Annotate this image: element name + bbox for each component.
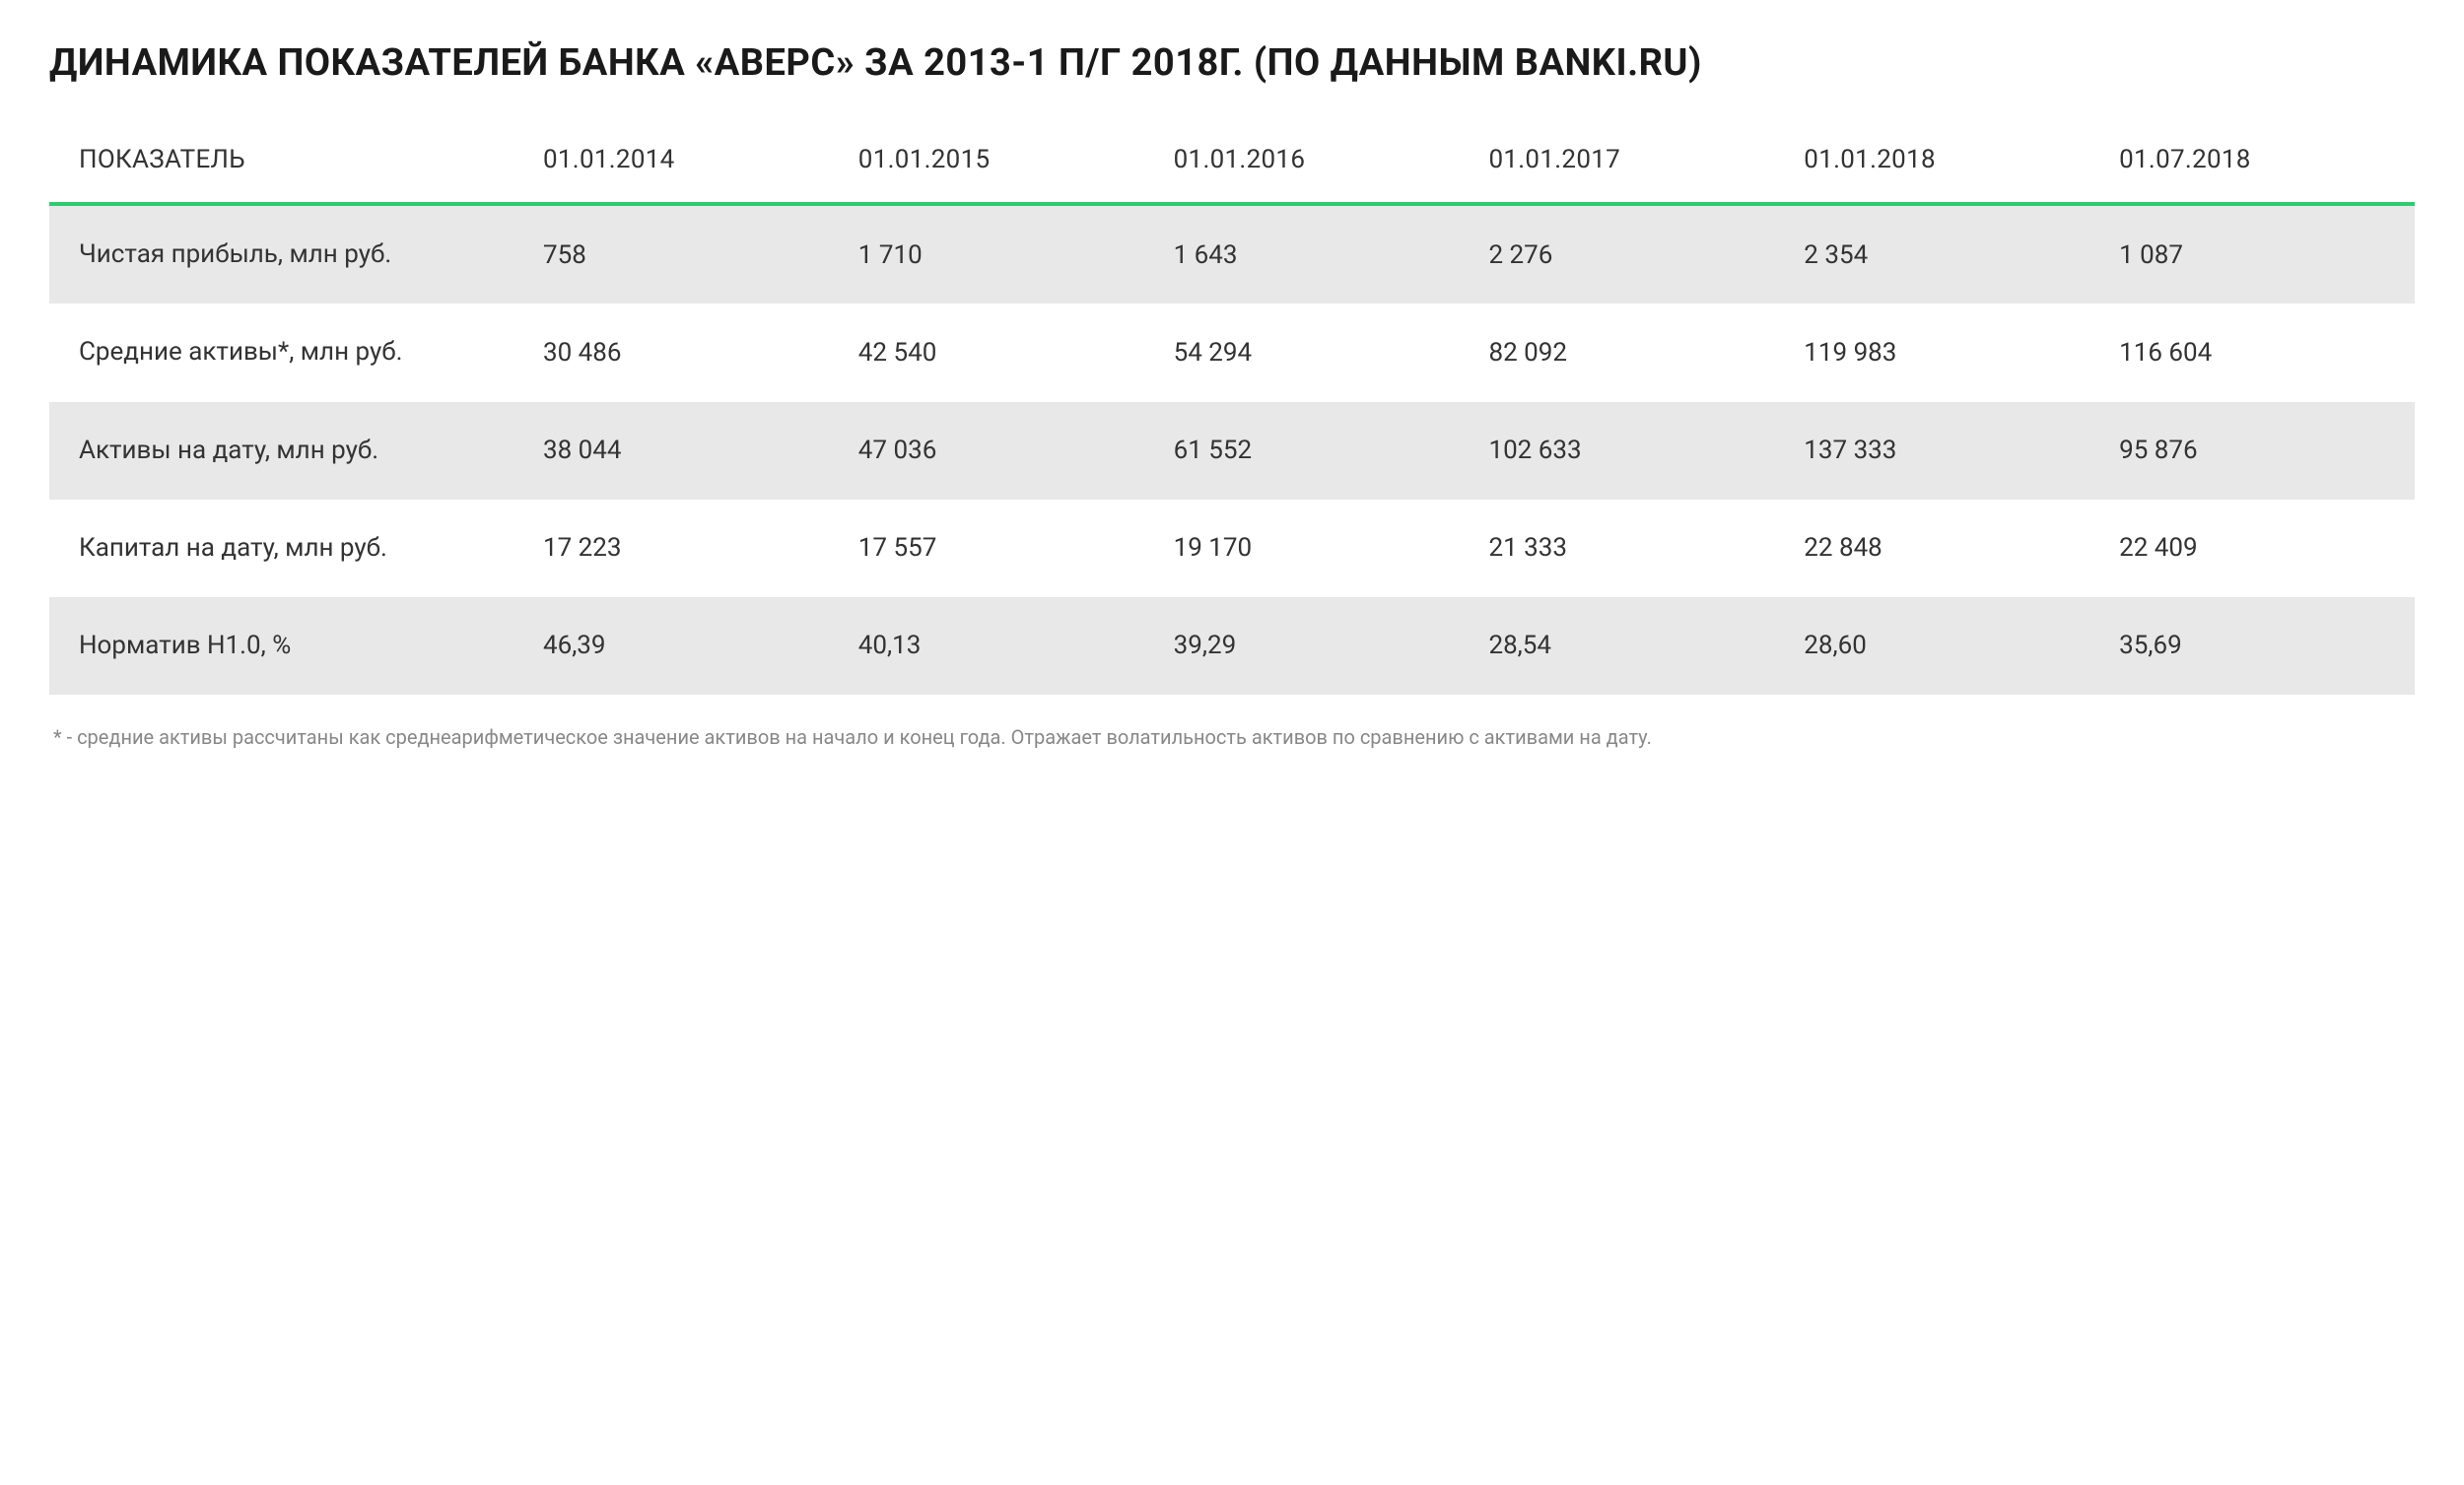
cell-value: 116 604 xyxy=(2099,304,2415,401)
cell-value: 1 710 xyxy=(839,204,1154,304)
cell-value: 137 333 xyxy=(1784,402,2099,500)
column-header-date: 01.01.2014 xyxy=(523,127,839,204)
row-label: Чистая прибыль, млн руб. xyxy=(49,204,523,304)
cell-value: 119 983 xyxy=(1784,304,2099,401)
cell-value: 1 643 xyxy=(1154,204,1470,304)
column-header-date: 01.01.2015 xyxy=(839,127,1154,204)
row-label: Активы на дату, млн руб. xyxy=(49,402,523,500)
cell-value: 22 409 xyxy=(2099,500,2415,597)
cell-value: 54 294 xyxy=(1154,304,1470,401)
column-header-date: 01.07.2018 xyxy=(2099,127,2415,204)
cell-value: 95 876 xyxy=(2099,402,2415,500)
cell-value: 28,60 xyxy=(1784,597,2099,695)
table-row: Капитал на дату, млн руб. 17 223 17 557 … xyxy=(49,500,2415,597)
financial-table: ПОКАЗАТЕЛЬ 01.01.2014 01.01.2015 01.01.2… xyxy=(49,127,2415,694)
column-header-date: 01.01.2016 xyxy=(1154,127,1470,204)
cell-value: 39,29 xyxy=(1154,597,1470,695)
cell-value: 42 540 xyxy=(839,304,1154,401)
table-row: Активы на дату, млн руб. 38 044 47 036 6… xyxy=(49,402,2415,500)
cell-value: 22 848 xyxy=(1784,500,2099,597)
cell-value: 35,69 xyxy=(2099,597,2415,695)
cell-value: 17 223 xyxy=(523,500,839,597)
cell-value: 19 170 xyxy=(1154,500,1470,597)
row-label: Норматив Н1.0, % xyxy=(49,597,523,695)
table-row: Средние активы*, млн руб. 30 486 42 540 … xyxy=(49,304,2415,401)
cell-value: 82 092 xyxy=(1469,304,1784,401)
row-label: Капитал на дату, млн руб. xyxy=(49,500,523,597)
page-title: ДИНАМИКА ПОКАЗАТЕЛЕЙ БАНКА «АВЕРС» ЗА 20… xyxy=(49,39,2415,88)
cell-value: 47 036 xyxy=(839,402,1154,500)
column-header-indicator: ПОКАЗАТЕЛЬ xyxy=(49,127,523,204)
column-header-date: 01.01.2018 xyxy=(1784,127,2099,204)
footnote-text: * - средние активы рассчитаны как средне… xyxy=(49,722,2415,752)
table-header-row: ПОКАЗАТЕЛЬ 01.01.2014 01.01.2015 01.01.2… xyxy=(49,127,2415,204)
table-row: Норматив Н1.0, % 46,39 40,13 39,29 28,54… xyxy=(49,597,2415,695)
cell-value: 2 276 xyxy=(1469,204,1784,304)
column-header-date: 01.01.2017 xyxy=(1469,127,1784,204)
cell-value: 61 552 xyxy=(1154,402,1470,500)
cell-value: 17 557 xyxy=(839,500,1154,597)
row-label: Средние активы*, млн руб. xyxy=(49,304,523,401)
cell-value: 758 xyxy=(523,204,839,304)
cell-value: 28,54 xyxy=(1469,597,1784,695)
cell-value: 38 044 xyxy=(523,402,839,500)
table-row: Чистая прибыль, млн руб. 758 1 710 1 643… xyxy=(49,204,2415,304)
cell-value: 21 333 xyxy=(1469,500,1784,597)
cell-value: 2 354 xyxy=(1784,204,2099,304)
cell-value: 46,39 xyxy=(523,597,839,695)
cell-value: 102 633 xyxy=(1469,402,1784,500)
cell-value: 40,13 xyxy=(839,597,1154,695)
cell-value: 1 087 xyxy=(2099,204,2415,304)
cell-value: 30 486 xyxy=(523,304,839,401)
